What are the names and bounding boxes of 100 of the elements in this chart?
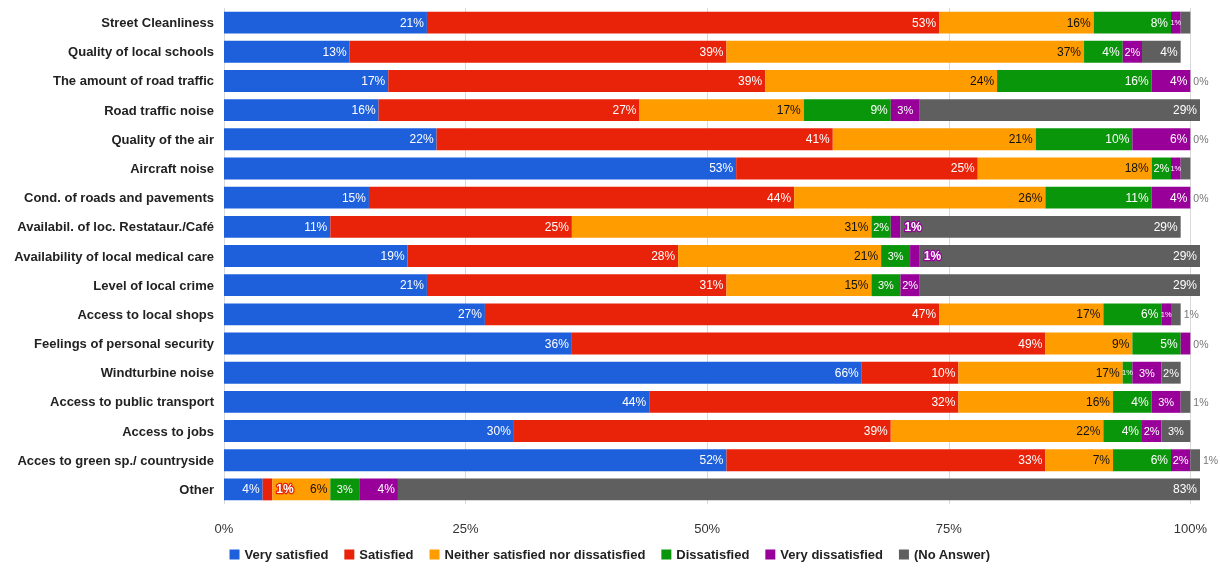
bar <box>262 478 273 501</box>
data-label: 13% <box>322 44 347 59</box>
data-label: 36% <box>544 336 570 351</box>
data-label: 3% <box>1158 395 1175 408</box>
bar <box>803 99 891 122</box>
data-label: 41% <box>805 132 831 147</box>
data-label: 1% <box>923 249 942 263</box>
y-tick-label: The amount of road traffic <box>52 73 214 89</box>
data-label: 22% <box>409 132 434 147</box>
data-label: 0% <box>1193 191 1209 204</box>
data-label: 4% <box>242 482 260 497</box>
y-tick-label: Availabil. of loc. Restataur./Café <box>17 219 214 235</box>
data-label: 1% <box>1193 395 1209 408</box>
data-label: 27% <box>612 103 637 118</box>
data-label: 2% <box>873 220 890 233</box>
data-label: 29% <box>1153 219 1178 234</box>
legend-label: Satisfied <box>359 547 414 562</box>
bar <box>224 70 389 92</box>
bar <box>388 70 766 92</box>
data-label: 18% <box>1124 161 1149 176</box>
bar <box>1035 128 1133 151</box>
data-label: 10% <box>931 365 956 380</box>
bar <box>1103 420 1143 442</box>
bar <box>1180 157 1191 180</box>
bar <box>397 478 1200 501</box>
y-tick-label: Other <box>179 481 214 497</box>
bar <box>977 157 1152 180</box>
y-tick-label: Windturbine noise <box>100 365 214 381</box>
bar <box>571 332 1046 355</box>
data-label: 3% <box>1138 366 1156 379</box>
bar <box>1180 332 1191 355</box>
bar <box>484 303 940 326</box>
data-label: 37% <box>1057 44 1082 59</box>
data-label: 2% <box>1172 454 1189 467</box>
data-label: 7% <box>1092 453 1111 468</box>
bar <box>649 390 959 413</box>
bar <box>919 274 1200 297</box>
bar <box>1132 128 1191 151</box>
y-tick-label: Quality of the air <box>111 131 214 147</box>
data-label: 31% <box>699 278 724 293</box>
bar <box>939 11 1094 34</box>
data-label: 29% <box>1172 103 1198 118</box>
bar <box>224 157 737 180</box>
y-tick-label: Access to public transport <box>50 394 215 410</box>
bar <box>794 186 1046 209</box>
bar <box>726 449 1046 472</box>
bar <box>224 390 650 413</box>
data-label: 2% <box>902 279 919 292</box>
data-label: 2% <box>1153 162 1170 175</box>
bar <box>726 274 872 297</box>
bar <box>436 128 833 151</box>
data-label: 47% <box>912 307 937 322</box>
data-label: 44% <box>622 394 647 409</box>
data-label: 83% <box>1172 482 1198 497</box>
data-label: 11% <box>304 219 328 234</box>
data-label: 4% <box>1160 44 1178 59</box>
data-label: 44% <box>767 190 792 205</box>
bar <box>349 40 727 63</box>
bar <box>407 245 679 267</box>
data-label: 53% <box>912 15 937 30</box>
data-label: 15% <box>844 278 869 293</box>
data-label: 1% <box>276 482 294 497</box>
bar <box>224 420 514 442</box>
bar <box>1180 390 1191 413</box>
data-label: 17% <box>361 73 386 88</box>
bar <box>1113 449 1172 472</box>
data-label: 1% <box>1183 308 1199 321</box>
bar <box>958 390 1114 413</box>
bar <box>513 420 891 442</box>
bar <box>910 245 920 267</box>
bar <box>890 215 901 238</box>
data-label: 4% <box>1169 73 1188 88</box>
data-label: 22% <box>1076 424 1101 439</box>
data-label: 5% <box>1160 336 1178 351</box>
data-label: 21% <box>399 15 425 30</box>
y-tick-label: Cond. of roads and pavements <box>24 190 214 206</box>
bar <box>997 70 1152 92</box>
data-label: 32% <box>931 394 956 409</box>
bar <box>765 70 998 92</box>
data-label: 2% <box>1163 366 1180 379</box>
data-label: 16% <box>1066 15 1092 30</box>
bar <box>426 11 940 34</box>
bar <box>426 274 727 297</box>
data-label: 39% <box>738 73 763 88</box>
y-tick-label: Level of local crime <box>93 277 214 293</box>
data-label: 26% <box>1018 190 1043 205</box>
data-label: 4% <box>1131 394 1150 409</box>
data-label: 4% <box>377 482 396 497</box>
data-label: 3% <box>1167 425 1185 438</box>
bar <box>224 215 331 238</box>
x-tick-label: 0% <box>214 521 234 536</box>
bar <box>224 99 379 122</box>
bar <box>224 303 485 326</box>
data-label: 1% <box>1203 454 1219 467</box>
y-tick-label: Availability of local medical care <box>14 248 214 264</box>
data-label: 4% <box>1102 44 1121 59</box>
bar <box>1171 303 1181 326</box>
data-label: 24% <box>970 73 995 88</box>
bar <box>224 11 427 34</box>
bar <box>1093 11 1172 34</box>
